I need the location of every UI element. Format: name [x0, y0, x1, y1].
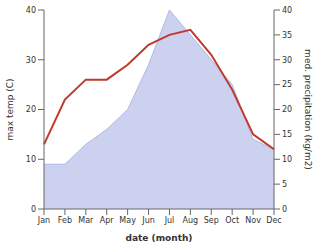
svg-text:May: May [119, 216, 136, 225]
svg-text:0: 0 [31, 205, 36, 214]
svg-text:date (month): date (month) [126, 233, 193, 243]
svg-text:Aug: Aug [183, 216, 199, 225]
svg-text:5: 5 [282, 180, 287, 189]
svg-text:20: 20 [26, 105, 36, 114]
svg-text:0: 0 [282, 205, 287, 214]
svg-text:35: 35 [282, 31, 292, 40]
svg-text:40: 40 [26, 6, 36, 15]
svg-text:15: 15 [282, 130, 292, 139]
svg-text:40: 40 [282, 6, 292, 15]
svg-text:20: 20 [282, 105, 292, 114]
svg-text:max temp (C): max temp (C) [8, 78, 15, 140]
svg-text:Nov: Nov [245, 216, 261, 225]
svg-text:Jul: Jul [164, 216, 175, 225]
svg-text:30: 30 [26, 56, 36, 65]
svg-text:Dec: Dec [266, 216, 281, 225]
svg-text:Sep: Sep [204, 216, 219, 225]
svg-text:Oct: Oct [225, 216, 239, 225]
svg-text:10: 10 [282, 155, 292, 164]
svg-text:30: 30 [282, 56, 292, 65]
svg-text:Jun: Jun [141, 216, 155, 225]
svg-text:Jan: Jan [37, 216, 50, 225]
svg-text:10: 10 [26, 155, 36, 164]
svg-text:Feb: Feb [58, 216, 72, 225]
svg-text:25: 25 [282, 80, 292, 89]
svg-text:Apr: Apr [100, 216, 115, 225]
svg-text:Mar: Mar [78, 216, 94, 225]
svg-text:med. precipitation (kg/m2): med. precipitation (kg/m2) [303, 49, 310, 170]
